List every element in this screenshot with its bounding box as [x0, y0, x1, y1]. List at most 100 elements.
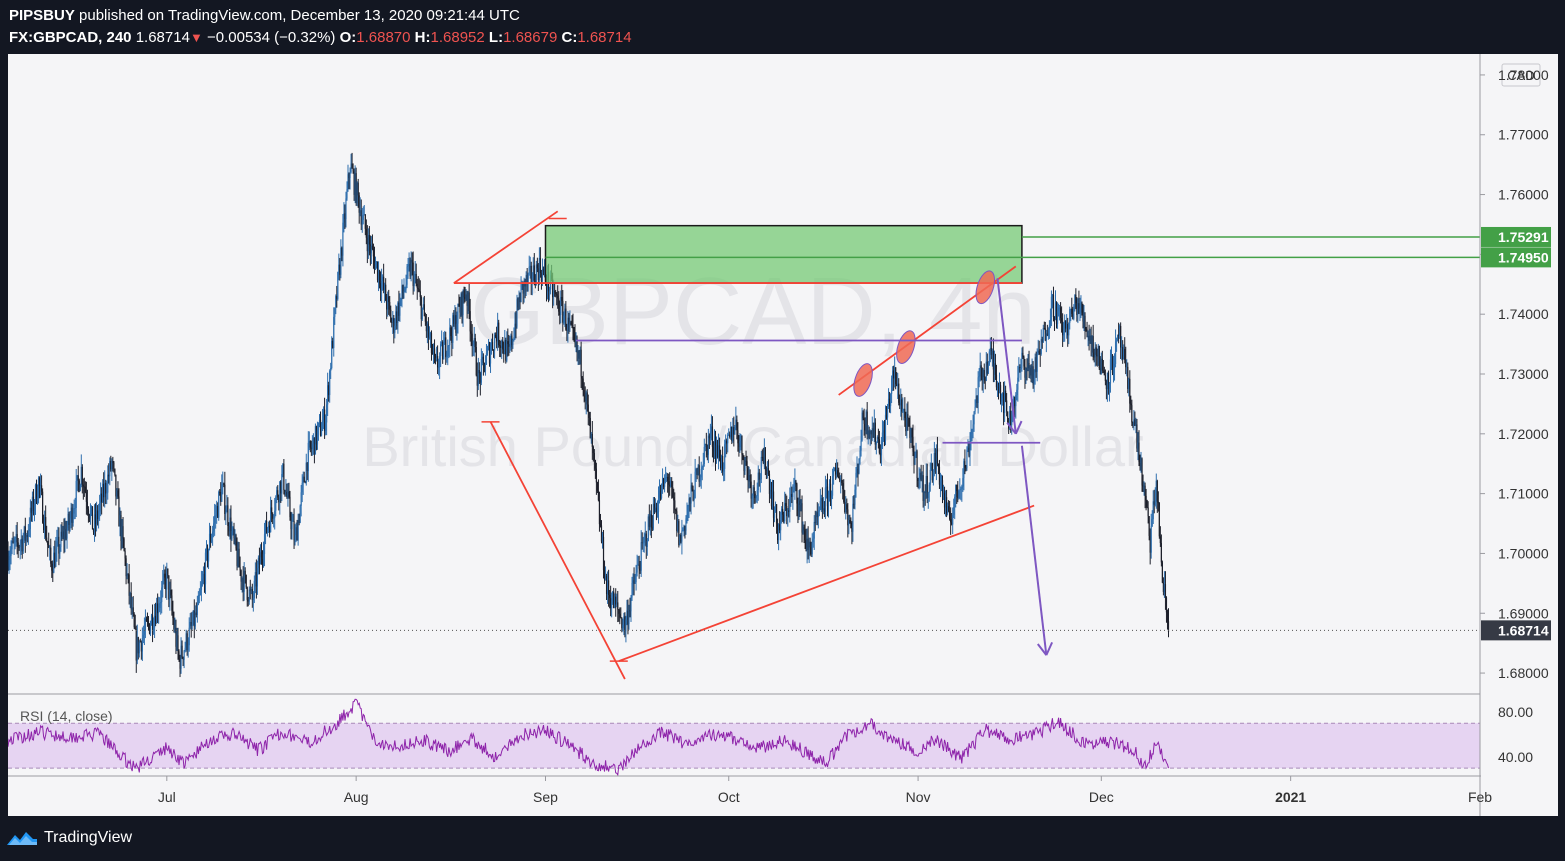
- candle-body: [770, 489, 773, 507]
- candle-body: [940, 480, 943, 482]
- candle-body: [72, 513, 74, 523]
- candle-body: [521, 281, 523, 283]
- candle-body: [730, 426, 732, 438]
- candle-body: [594, 460, 596, 469]
- candle-body: [718, 445, 721, 459]
- candle-body: [660, 484, 663, 499]
- candle-body: [685, 518, 687, 531]
- candle-body: [1015, 394, 1017, 407]
- candle-body: [1053, 316, 1056, 319]
- candle-body: [48, 544, 50, 548]
- candle-body: [1163, 584, 1166, 592]
- candle-body: [669, 484, 671, 487]
- candle-body: [407, 266, 409, 267]
- candle-body: [982, 370, 984, 381]
- candle-body: [677, 521, 679, 532]
- axes[interactable]: CAD1.780001.770001.760001.750001.740001.…: [8, 54, 1558, 816]
- candle-body: [139, 641, 141, 643]
- candle-body: [335, 296, 337, 309]
- candle-body: [627, 610, 629, 625]
- candle-body: [310, 447, 312, 450]
- candle-body: [377, 270, 380, 281]
- candle-body: [948, 506, 950, 512]
- candle-body: [144, 618, 147, 631]
- candle-body: [364, 214, 366, 229]
- publisher-name[interactable]: PIPSBUY: [9, 7, 75, 24]
- rsi-pane[interactable]: RSI (14, close): [8, 693, 1480, 777]
- candle-body: [138, 641, 140, 654]
- projection-arrow-0: [996, 278, 1017, 434]
- candle-body: [326, 404, 328, 423]
- candle-body: [316, 429, 319, 445]
- candle-body: [699, 477, 701, 482]
- symbol-label[interactable]: FX:GBPCAD, 240: [9, 29, 132, 46]
- candle-body: [475, 347, 477, 376]
- candle-body: [771, 491, 774, 507]
- y-tick-label-6: 1.72000: [1498, 426, 1549, 442]
- candle-body: [611, 603, 613, 609]
- candle-body: [648, 516, 650, 527]
- candle-body: [681, 530, 683, 542]
- candle-body: [176, 635, 178, 647]
- candle-body: [1020, 367, 1022, 369]
- candle-body: [756, 490, 758, 496]
- candle-body: [197, 595, 199, 605]
- y-tick-label-4: 1.74000: [1498, 306, 1549, 322]
- candle-body: [512, 339, 514, 346]
- candle-body: [157, 603, 159, 614]
- candle-body: [434, 355, 437, 358]
- candle-body: [278, 497, 280, 503]
- candle-body: [455, 315, 457, 333]
- candle-body: [983, 370, 985, 378]
- candle-body: [166, 568, 168, 590]
- candle-body: [441, 341, 443, 345]
- candle-body: [1143, 485, 1145, 487]
- candle-body: [815, 512, 817, 524]
- trendline-2: [489, 421, 626, 680]
- candle-body: [8, 553, 9, 567]
- rsi-label[interactable]: RSI (14, close): [20, 708, 113, 724]
- candle-body: [236, 548, 238, 566]
- candle-body: [665, 477, 667, 479]
- candle-body: [572, 325, 574, 329]
- candle-body: [235, 535, 237, 549]
- candle-body: [632, 580, 634, 583]
- candle-body: [713, 441, 716, 452]
- candle-body: [430, 333, 433, 354]
- candle-body: [925, 475, 927, 493]
- tradingview-logo-icon[interactable]: [6, 829, 38, 847]
- candle-body: [635, 572, 637, 583]
- candle-body: [595, 468, 597, 483]
- tradingview-brand[interactable]: TradingView: [44, 829, 133, 846]
- candle-body: [167, 568, 169, 576]
- candle-body: [541, 268, 544, 282]
- candle-body: [313, 437, 316, 455]
- candle-body: [275, 497, 277, 511]
- drawings[interactable]: [8, 210, 1480, 680]
- price-chart[interactable]: GBPCAD, 4h British Pound / Canadian Doll…: [8, 54, 1558, 816]
- close-value: 1.68714: [577, 29, 632, 46]
- y-tick-label-2: 1.76000: [1498, 187, 1549, 203]
- candle-body: [808, 541, 810, 550]
- candle-body: [1124, 348, 1126, 360]
- candle-body: [879, 452, 882, 456]
- candle-body: [576, 339, 578, 353]
- candle-body: [1136, 424, 1138, 449]
- candle-body: [994, 363, 997, 375]
- candle-body: [1081, 302, 1083, 313]
- candle-body: [405, 284, 407, 290]
- candle-body: [888, 398, 891, 407]
- candle-body: [355, 173, 357, 204]
- candle-body: [719, 458, 722, 469]
- touch-circle-0: [853, 363, 873, 397]
- chart-area[interactable]: GBPCAD, 4h British Pound / Canadian Doll…: [8, 54, 1558, 816]
- candle-body: [980, 365, 982, 369]
- candle-body: [693, 498, 695, 501]
- candle-body: [1146, 500, 1148, 508]
- candle-body: [175, 627, 177, 647]
- candle-body: [847, 509, 849, 526]
- candle-body: [295, 527, 297, 536]
- candle-body: [502, 340, 504, 350]
- candle-body: [132, 607, 134, 615]
- candle-body: [402, 285, 404, 293]
